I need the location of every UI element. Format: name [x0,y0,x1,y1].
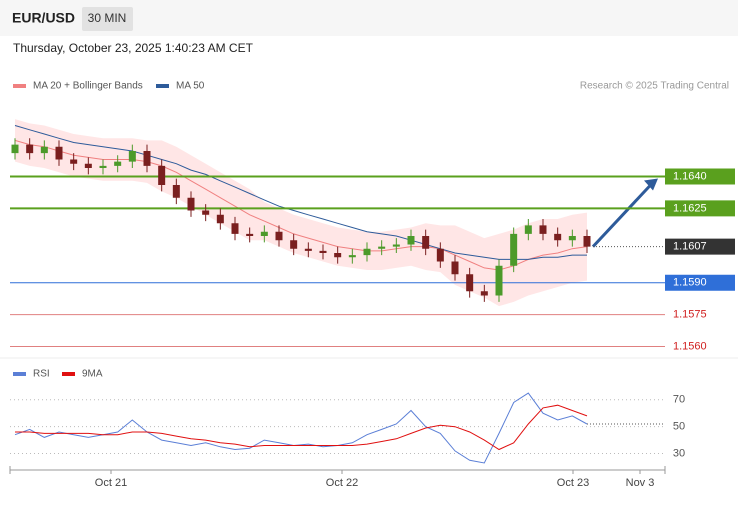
y-tick-label: 50 [673,421,685,433]
x-tick-label: Nov 3 [626,477,655,489]
candle-body [275,231,283,241]
candle-body [539,225,547,234]
rsi-line [14,392,588,464]
candle-body [290,240,298,249]
candle-body [568,236,576,241]
candle-body [158,165,166,185]
source: Research © 2025 Trading Central [580,81,729,92]
candle-body [436,248,444,262]
legend-label: RSI [33,369,50,380]
candle-body [466,274,474,292]
candle-body [202,210,210,215]
y-tick-label: 70 [673,394,685,406]
candle-body [11,144,19,154]
candle-body [422,236,430,249]
candle-body [407,236,415,245]
level-label: 1.1607 [673,241,707,253]
candle-body [524,225,532,234]
symbol: EUR/USD [12,10,75,26]
level-label-box [665,238,735,255]
candle-body [583,236,591,247]
candle-body [216,214,224,224]
candle-body [26,144,34,154]
legend-swatch [156,84,169,88]
candle-body [40,146,48,154]
level-label: 1.1590 [673,277,707,289]
candle-body [319,250,327,253]
candle-body [495,265,503,296]
candle-body [172,185,180,198]
candle-body [510,233,518,266]
candle-body [84,163,92,168]
legend-label: MA 50 [176,81,205,92]
x-tick-label: Oct 22 [326,477,358,489]
legend-swatch [62,372,75,376]
forecast-arrowhead [644,178,658,191]
interval[interactable]: 30 MIN [88,11,127,25]
x-tick-label: Oct 23 [557,477,589,489]
level-label: 1.1560 [673,340,707,352]
rsi-line [15,404,588,451]
candle-body [246,233,254,236]
candle-body [363,248,371,256]
candle-body [348,255,356,258]
candle-body [554,233,562,241]
moving-average [14,125,587,260]
level-label-box [665,168,735,185]
candle-body [231,223,239,234]
y-tick-label: 30 [673,447,685,459]
candle-body [260,231,268,236]
interval-box[interactable] [82,7,133,31]
level-label-box [665,274,735,291]
legend-swatch [13,84,26,88]
legend-swatch [13,372,26,376]
candle-body [70,159,78,164]
candle-body [480,291,488,296]
level-label: 1.1575 [673,309,707,321]
candle-body [304,248,312,251]
candle-body [143,151,151,166]
forecast-arrow [591,182,654,248]
level-label: 1.1625 [673,202,707,214]
moving-average [14,139,588,271]
level-label: 1.1640 [673,170,707,182]
candle-body [451,261,459,275]
candle-body [114,161,122,166]
candle-body [392,244,400,247]
candle-body [55,146,63,160]
level-label-box [665,200,735,217]
legend-label: MA 20 + Bollinger Bands [33,81,143,92]
x-tick-label: Oct 21 [95,477,127,489]
candle-body [378,246,386,249]
candle-body [99,165,107,168]
candle-body [187,197,195,211]
candle-body [334,253,342,258]
legend-label: 9MA [82,369,103,380]
bollinger-band [15,119,587,307]
datetime: Thursday, October 23, 2025 1:40:23 AM CE… [13,41,254,55]
candle-body [128,151,136,162]
